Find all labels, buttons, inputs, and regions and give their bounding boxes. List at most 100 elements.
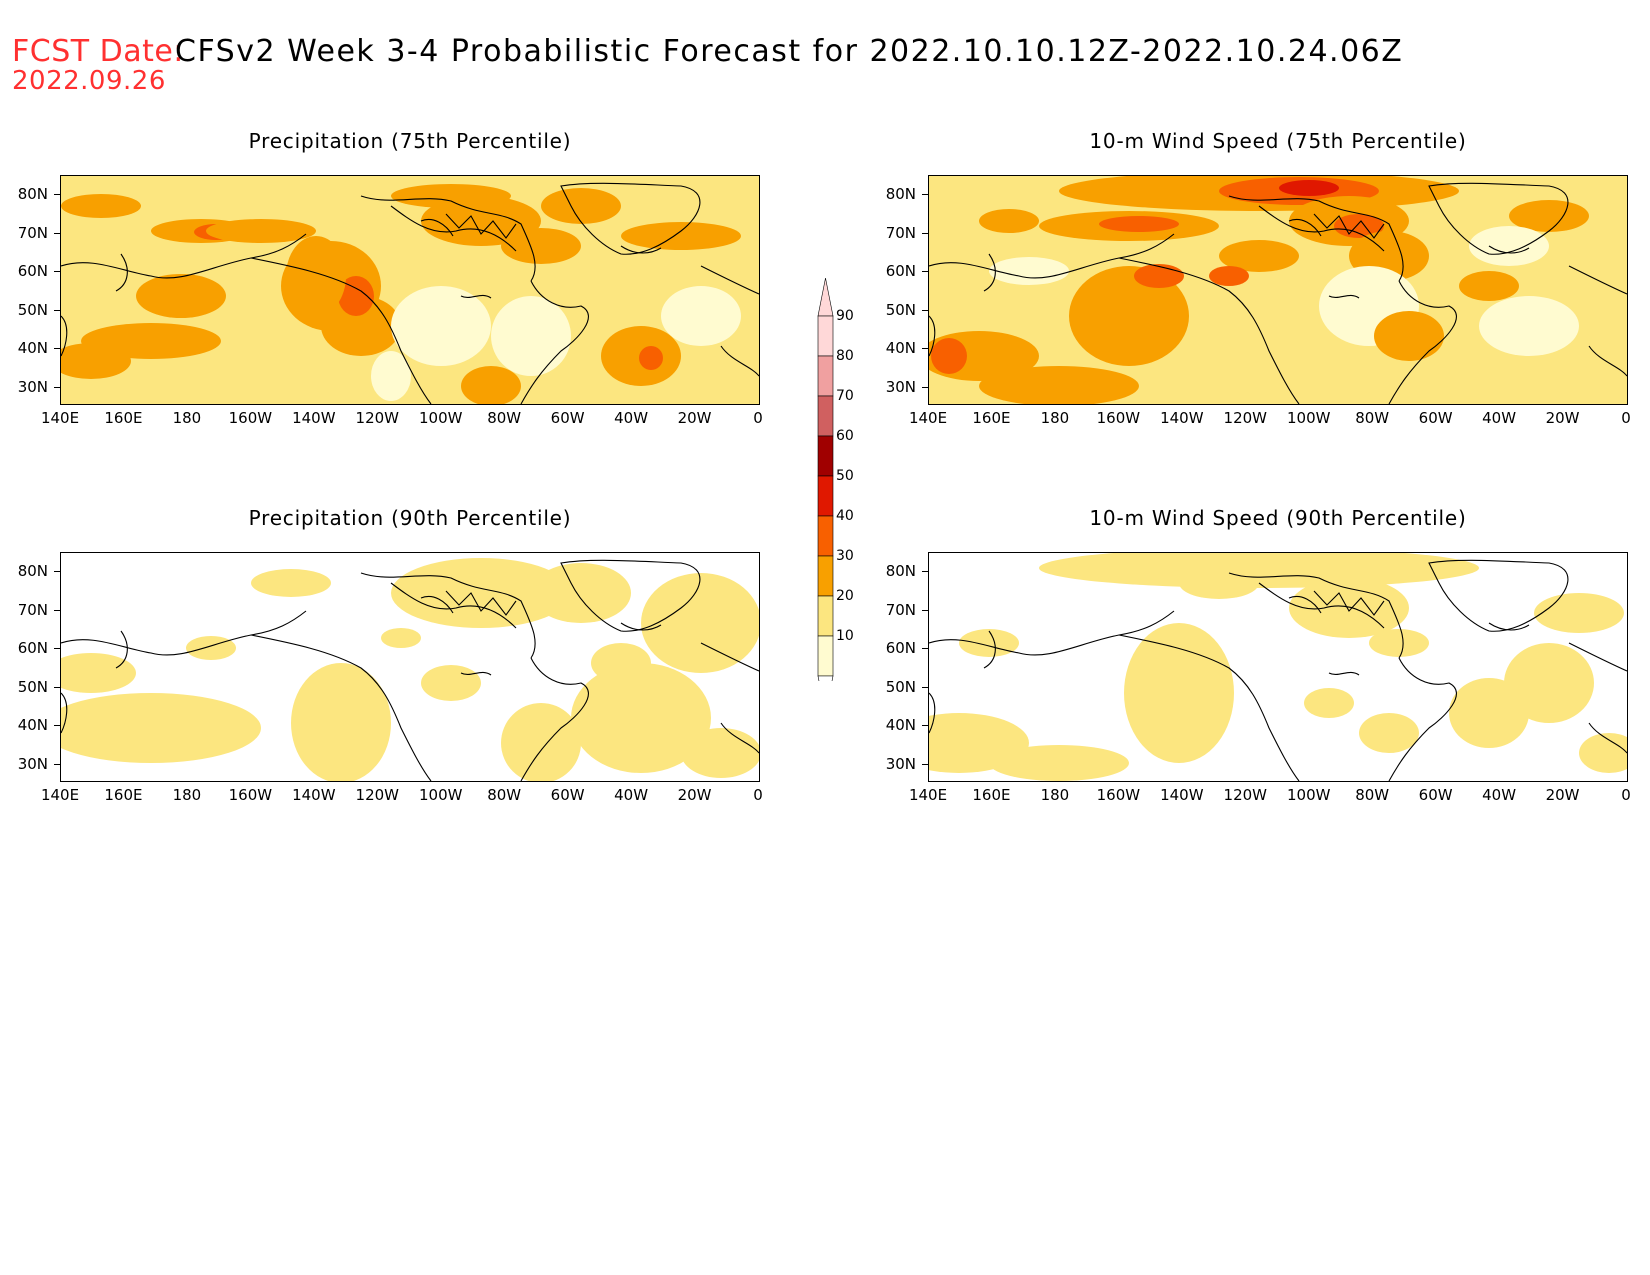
lon-tick-label: 160E [972,409,1011,427]
coastline [1288,595,1322,614]
map-plot-area [60,552,760,782]
coastline [1388,280,1457,404]
lon-tick-label: 80W [1355,409,1390,427]
colorbar-segment [817,395,834,437]
shaded-region [61,693,261,763]
shaded-region [136,274,226,318]
shaded-region [1209,266,1249,286]
colorbar-segment [817,635,834,677]
coastline [720,345,759,377]
lat-tick-label: 60N [872,262,928,280]
shaded-region [621,222,741,250]
coastline [1388,657,1457,781]
coastline [520,657,589,781]
lat-tick-label: 60N [872,639,928,657]
lon-tick-label: 140E [908,409,948,427]
lon-tick-label: 140W [292,786,336,804]
map-plot-area [928,175,1628,405]
coastline [390,205,517,252]
lon-tick-label: 100W [418,409,463,427]
colorbar-label: 90 [836,308,854,324]
lat-tick-label: 60N [4,262,60,280]
shaded-region [251,569,331,597]
shaded-region [591,643,651,683]
coastline [1588,722,1627,754]
shaded-region [531,563,631,623]
colorbar-graphic [817,277,834,715]
lat-tick-label: 80N [4,185,60,203]
coastline [620,245,662,254]
shaded-region [1134,264,1184,288]
lon-tick-label: 140W [1160,409,1204,427]
coastline [929,610,1175,656]
coastline [1428,559,1569,632]
lat-tick-label: 40N [4,716,60,734]
coastline [61,692,68,734]
lon-tick-label: 0 [753,409,763,427]
shaded-region [286,236,346,316]
shaded-region [1334,214,1384,238]
shaded-region [641,573,759,673]
map-field [929,176,1627,404]
lon-tick-label: 140W [292,409,336,427]
shaded-region [979,366,1139,404]
coastline [1328,671,1360,676]
coastline [1118,634,1300,781]
lon-tick-label: 160E [104,409,143,427]
coastline [560,559,701,632]
lon-tick-label: 80W [487,786,522,804]
colorbar-segment [817,595,834,637]
lon-tick-label: 120W [1223,786,1267,804]
shaded-region [681,728,759,778]
shaded-region [1359,713,1419,753]
lat-tick-label: 40N [4,339,60,357]
shaded-region [1479,296,1579,356]
lon-tick-label: 20W [1545,786,1580,804]
shaded-region [1469,226,1549,266]
coastline [1328,294,1360,299]
lon-tick-label: 60W [1418,409,1453,427]
shaded-region [421,665,481,701]
panel-title: Precipitation (75th Percentile) [248,129,572,153]
lon-tick-label: 80W [487,409,522,427]
lat-tick-label: 30N [4,378,60,396]
coastline [929,692,936,734]
panel-title: Precipitation (90th Percentile) [248,506,572,530]
lon-tick-label: 160E [972,786,1011,804]
shaded-region [541,188,621,224]
coastline [1488,622,1530,631]
shaded-region [206,219,316,243]
colorbar [815,276,935,715]
lat-tick-label: 50N [872,678,928,696]
lon-tick-label: 160W [1096,786,1141,804]
coastline [360,572,536,659]
lon-tick-label: 0 [1621,409,1631,427]
coastline [61,233,307,279]
shaded-region [501,228,581,264]
lon-tick-label: 40W [1482,786,1517,804]
coastline [1258,582,1385,629]
lon-tick-label: 100W [1286,786,1331,804]
shaded-region [61,194,141,218]
shaded-region [391,184,511,208]
coastline [1568,265,1627,295]
coastline [700,642,759,672]
lon-tick-label: 0 [1621,786,1631,804]
shaded-region [1504,643,1594,723]
coastline [360,195,536,282]
lon-tick-label: 160W [228,409,273,427]
lon-tick-label: 60W [1418,786,1453,804]
coastline [1258,205,1385,252]
coastline [620,622,662,631]
shaded-region [61,653,136,693]
lon-tick-label: 140E [40,786,80,804]
colorbar-segment [817,315,834,357]
lat-tick-label: 80N [872,562,928,580]
coastline [445,590,517,616]
shaded-region [989,257,1069,285]
coastline [445,213,517,239]
coastline [115,253,128,292]
shaded-region [1534,593,1624,633]
shaded-region [959,629,1019,657]
lon-tick-label: 40W [1482,409,1517,427]
